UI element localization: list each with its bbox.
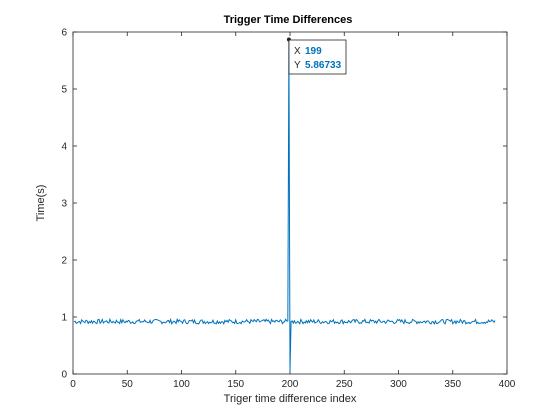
y-tick-label: 0 xyxy=(61,370,67,381)
x-tick-label: 300 xyxy=(390,379,407,390)
series-line xyxy=(73,39,496,372)
y-tick-label: 1 xyxy=(61,313,67,324)
datatip-x-key: X xyxy=(294,46,301,57)
x-tick-label: 100 xyxy=(173,379,190,390)
y-axis-label: Time(s) xyxy=(35,185,47,222)
y-tick-label: 4 xyxy=(61,142,67,153)
y-tick-label: 6 xyxy=(61,28,67,39)
datatip-y-key: Y xyxy=(294,60,301,71)
datatip-box xyxy=(288,39,347,75)
datatip-x-value: 199 xyxy=(305,46,322,57)
x-tick-label: 250 xyxy=(336,379,353,390)
x-tick-label: 150 xyxy=(227,379,244,390)
datatip-y-value: 5.86733 xyxy=(305,60,342,71)
x-tick-label: 50 xyxy=(122,379,134,390)
y-tick-label: 3 xyxy=(61,199,67,210)
y-ticks: 0 1 2 3 4 5 6 xyxy=(61,28,507,381)
x-tick-label: 400 xyxy=(499,379,516,390)
x-tick-label: 0 xyxy=(70,379,76,390)
chart-title: Trigger Time Differences xyxy=(224,14,353,26)
datatip[interactable]: X 199 Y 5.86733 xyxy=(286,37,347,75)
x-axis-label: Triger time difference index xyxy=(224,393,357,405)
x-tick-label: 200 xyxy=(282,379,299,390)
x-tick-label: 350 xyxy=(444,379,461,390)
y-tick-label: 5 xyxy=(61,85,67,96)
x-ticks: 0 50 100 150 200 250 300 350 400 xyxy=(70,32,516,390)
y-tick-label: 2 xyxy=(61,256,67,267)
